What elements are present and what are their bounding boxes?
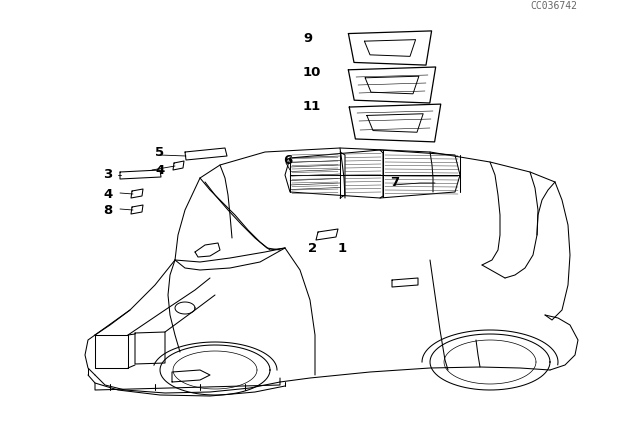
Text: 2: 2 bbox=[308, 241, 317, 254]
Text: 1: 1 bbox=[338, 241, 347, 254]
Text: 10: 10 bbox=[303, 65, 321, 78]
Text: 8: 8 bbox=[103, 203, 112, 216]
Text: 3: 3 bbox=[103, 168, 112, 181]
Text: 5: 5 bbox=[155, 146, 164, 159]
Text: 4: 4 bbox=[103, 188, 112, 201]
Text: 7: 7 bbox=[390, 176, 399, 189]
Text: 11: 11 bbox=[303, 99, 321, 112]
Text: CC036742: CC036742 bbox=[530, 1, 577, 11]
Text: 6: 6 bbox=[283, 154, 292, 167]
Text: 9: 9 bbox=[303, 31, 312, 44]
Text: 4: 4 bbox=[155, 164, 164, 177]
